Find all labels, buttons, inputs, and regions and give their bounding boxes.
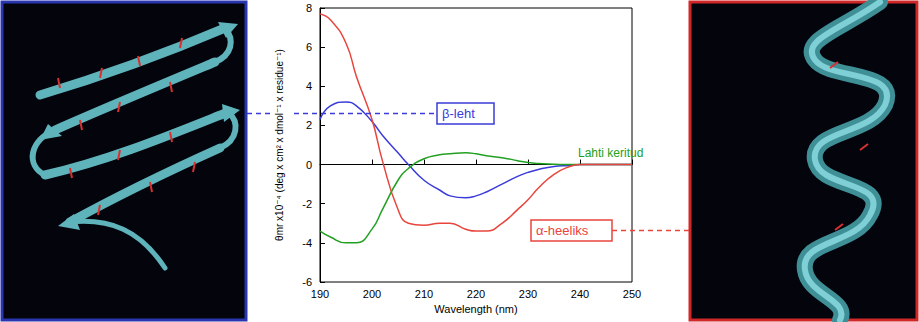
svg-text:240: 240 bbox=[571, 288, 589, 300]
svg-text:2: 2 bbox=[306, 119, 312, 131]
svg-text:220: 220 bbox=[467, 288, 485, 300]
svg-text:6: 6 bbox=[306, 41, 312, 53]
svg-text:250: 250 bbox=[623, 288, 641, 300]
svg-text:-2: -2 bbox=[302, 198, 312, 210]
svg-text:4: 4 bbox=[306, 80, 312, 92]
svg-text:θmr x10⁻⁴ (deg x cm² x dmol⁻¹: θmr x10⁻⁴ (deg x cm² x dmol⁻¹ x residue⁻… bbox=[274, 49, 285, 241]
svg-text:0: 0 bbox=[306, 159, 312, 171]
svg-text:α-heeliks: α-heeliks bbox=[536, 223, 589, 238]
svg-text:Wavelength (nm): Wavelength (nm) bbox=[434, 303, 517, 315]
svg-text:-4: -4 bbox=[302, 237, 312, 249]
svg-text:Lahti keritud: Lahti keritud bbox=[578, 146, 643, 160]
svg-text:200: 200 bbox=[363, 288, 381, 300]
svg-text:230: 230 bbox=[519, 288, 537, 300]
svg-text:190: 190 bbox=[311, 288, 329, 300]
svg-text:-6: -6 bbox=[302, 276, 312, 288]
svg-text:210: 210 bbox=[415, 288, 433, 300]
svg-text:8: 8 bbox=[306, 2, 312, 14]
svg-text:β-leht: β-leht bbox=[442, 106, 475, 121]
